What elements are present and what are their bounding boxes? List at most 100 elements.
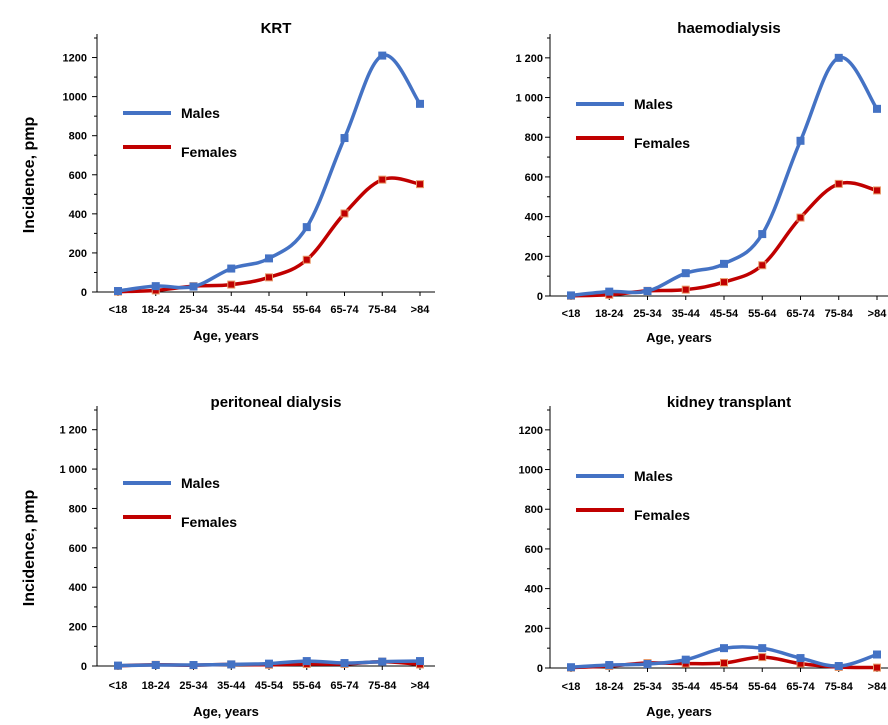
data-point-males <box>189 661 198 670</box>
x-tick-label: 55-64 <box>293 680 322 692</box>
x-tick-label: >84 <box>868 308 888 320</box>
data-point-males <box>567 291 575 300</box>
x-tick-label: >84 <box>868 681 888 693</box>
legend-label-females: Females <box>181 514 237 530</box>
x-tick-label: 75-84 <box>368 680 397 692</box>
x-tick-label: 35-44 <box>217 304 246 316</box>
y-tick-label: 400 <box>525 584 543 596</box>
y-tick-label: 600 <box>69 543 87 555</box>
y-tick-label: 1000 <box>63 92 87 104</box>
data-point-males <box>114 287 122 296</box>
data-point-females <box>758 261 767 270</box>
x-tick-label: >84 <box>411 304 431 316</box>
y-tick-label: 0 <box>81 287 87 299</box>
data-point-males <box>834 53 843 62</box>
y-tick-label: 600 <box>69 170 87 182</box>
x-tick-label: 45-54 <box>710 681 739 693</box>
y-tick-label: 600 <box>525 544 543 556</box>
y-axis-label: Incidence, pmp <box>21 117 38 234</box>
y-tick-label: 1000 <box>519 465 543 477</box>
y-tick-label: 800 <box>525 132 543 144</box>
data-point-males <box>416 657 424 666</box>
data-point-females <box>265 273 273 282</box>
data-point-males <box>720 259 728 268</box>
data-point-females <box>227 280 236 289</box>
data-point-males <box>834 662 843 671</box>
y-tick-label: 800 <box>69 503 87 515</box>
legend-label-females: Females <box>181 144 237 160</box>
data-point-males <box>151 661 160 670</box>
data-point-females <box>758 653 767 662</box>
x-tick-label: 35-44 <box>217 680 246 692</box>
chart-title: haemodialysis <box>677 20 780 37</box>
y-tick-label: 400 <box>69 209 87 221</box>
data-point-males <box>720 644 728 653</box>
legend-label-males: Males <box>181 105 220 121</box>
x-tick-label: 35-44 <box>672 308 701 320</box>
data-point-males <box>227 264 236 273</box>
data-point-males <box>796 654 805 663</box>
legend-label-males: Males <box>634 96 673 112</box>
y-tick-label: 0 <box>81 661 87 673</box>
data-point-females <box>873 186 881 195</box>
x-tick-label: 55-64 <box>293 304 322 316</box>
x-tick-label: 25-34 <box>633 308 662 320</box>
y-tick-label: 200 <box>525 251 543 263</box>
y-tick-label: 1 200 <box>515 53 543 65</box>
data-point-males <box>189 282 198 291</box>
x-tick-label: 55-64 <box>748 308 777 320</box>
x-tick-label: 65-74 <box>330 680 359 692</box>
x-axis-label: Age, years <box>646 704 712 719</box>
series-line-males <box>117 53 422 293</box>
x-tick-label: >84 <box>411 680 431 692</box>
x-tick-label: 55-64 <box>748 681 777 693</box>
x-tick-label: <18 <box>109 680 128 692</box>
x-tick-label: 45-54 <box>255 304 284 316</box>
chart-panel-4: kidney transplant 0 200 400 600 800 1000 1200 <1… <box>519 394 888 719</box>
y-tick-label: 600 <box>525 172 543 184</box>
data-point-females <box>796 213 805 222</box>
x-tick-label: <18 <box>562 681 581 693</box>
x-axis-label: Age, years <box>193 704 259 719</box>
data-point-males <box>378 51 387 60</box>
y-tick-label: 1200 <box>519 425 543 437</box>
data-point-males <box>605 287 614 296</box>
data-point-males <box>796 136 805 145</box>
data-point-females <box>873 663 881 672</box>
data-point-males <box>227 660 236 669</box>
data-point-females <box>302 255 311 264</box>
data-point-males <box>758 644 767 653</box>
x-tick-label: <18 <box>562 308 581 320</box>
x-tick-label: 18-24 <box>595 308 624 320</box>
x-tick-label: 18-24 <box>142 304 171 316</box>
series-line-males <box>570 55 879 298</box>
x-tick-label: <18 <box>109 304 128 316</box>
legend-label-males: Males <box>634 468 673 484</box>
y-tick-label: 1 200 <box>59 425 87 437</box>
data-point-females <box>416 180 424 189</box>
data-point-males <box>873 650 881 659</box>
data-point-males <box>340 134 349 143</box>
data-point-females <box>720 278 728 287</box>
x-tick-label: 25-34 <box>179 680 208 692</box>
x-axis-label: Age, years <box>646 330 712 345</box>
y-tick-label: 800 <box>525 504 543 516</box>
chart-panel-2: haemodialysis 0 200 400 600 800 1 000 1 200 <18 1… <box>515 20 888 345</box>
x-tick-label: 45-54 <box>710 308 739 320</box>
data-point-males <box>643 660 652 669</box>
data-point-males <box>681 269 690 278</box>
x-tick-label: 45-54 <box>255 680 284 692</box>
data-point-males <box>114 661 122 670</box>
x-tick-label: 18-24 <box>142 680 171 692</box>
y-tick-label: 400 <box>69 582 87 594</box>
data-point-males <box>302 223 311 232</box>
x-tick-label: 75-84 <box>825 308 854 320</box>
y-tick-label: 200 <box>525 623 543 635</box>
data-point-females <box>378 175 387 184</box>
data-point-females <box>720 659 728 668</box>
data-point-males <box>873 104 881 113</box>
data-point-males <box>681 655 690 664</box>
x-tick-label: 65-74 <box>330 304 359 316</box>
data-point-males <box>378 657 387 666</box>
